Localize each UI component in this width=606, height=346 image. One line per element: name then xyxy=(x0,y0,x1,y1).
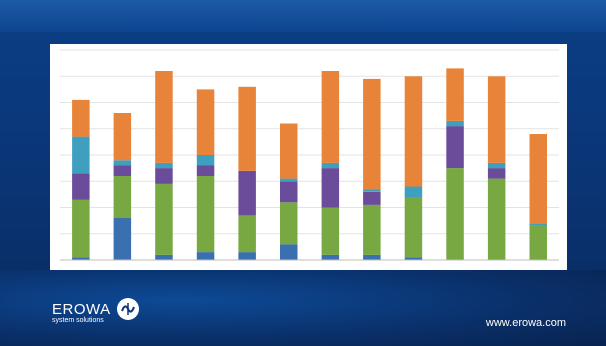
bar-segment xyxy=(487,76,506,163)
bar-segment xyxy=(113,176,132,218)
bar-segment xyxy=(487,178,506,260)
bar-segment xyxy=(529,225,547,260)
bar-segment xyxy=(113,165,132,176)
bar-segment xyxy=(404,76,423,187)
chart-panel xyxy=(50,44,567,270)
bar-segment xyxy=(113,160,132,166)
bar-segment xyxy=(72,173,90,200)
bar-segment xyxy=(155,168,173,184)
bar-segment xyxy=(238,170,256,216)
brand-tagline: system solutions xyxy=(52,317,104,324)
bar-segment xyxy=(363,191,381,205)
bar-segment xyxy=(404,186,423,197)
bar-segment xyxy=(404,197,423,258)
bar-segment xyxy=(363,78,381,190)
bar-segment xyxy=(446,168,464,260)
bar-segment xyxy=(321,71,340,163)
bar-segment xyxy=(446,126,464,169)
bar-segment xyxy=(446,68,464,121)
bar-segment xyxy=(529,223,547,226)
bar-segment xyxy=(280,178,298,182)
erowa-logo-icon xyxy=(116,298,139,320)
bar-segment xyxy=(280,244,298,261)
bar-segment xyxy=(113,218,132,260)
bar-segment xyxy=(280,202,298,245)
bar-segment xyxy=(155,162,173,169)
bar-segment xyxy=(155,183,173,255)
bar-segment xyxy=(72,99,90,137)
bar-segment xyxy=(72,136,90,174)
bar-segment xyxy=(487,168,506,179)
stacked-bar-chart xyxy=(60,49,559,261)
bar-segment xyxy=(196,176,215,253)
bar-segment xyxy=(280,123,298,179)
bar-segment xyxy=(238,86,256,171)
bar-segment xyxy=(446,120,464,127)
title-banner xyxy=(0,0,606,32)
bar-segment xyxy=(238,252,256,260)
bar-segment xyxy=(363,189,381,192)
bar-segment xyxy=(72,257,90,260)
bar-segment xyxy=(196,165,215,176)
bar-segment xyxy=(321,254,340,261)
bar-segment xyxy=(155,71,173,163)
bar-segment xyxy=(404,257,423,260)
bar-segment xyxy=(529,134,547,224)
bar-segment xyxy=(196,89,215,155)
bar-segment xyxy=(155,254,173,261)
bar-segment xyxy=(72,199,90,258)
bar-segment xyxy=(363,204,381,255)
bar-segment xyxy=(321,207,340,255)
bar-segment xyxy=(196,252,215,260)
bar-segment xyxy=(487,162,506,169)
brand-name: EROWA xyxy=(52,300,111,318)
bar-segment xyxy=(238,215,256,253)
bar-segment xyxy=(196,155,215,166)
website-url: www.erowa.com xyxy=(485,317,566,329)
bar-segment xyxy=(280,181,298,203)
footer-band xyxy=(0,270,606,346)
bar-segment xyxy=(321,168,340,208)
bar-segment xyxy=(113,113,132,161)
bar-segment xyxy=(363,254,381,261)
erowa-logo: EROWA system solutions xyxy=(52,298,139,324)
bar-segment xyxy=(321,162,340,169)
